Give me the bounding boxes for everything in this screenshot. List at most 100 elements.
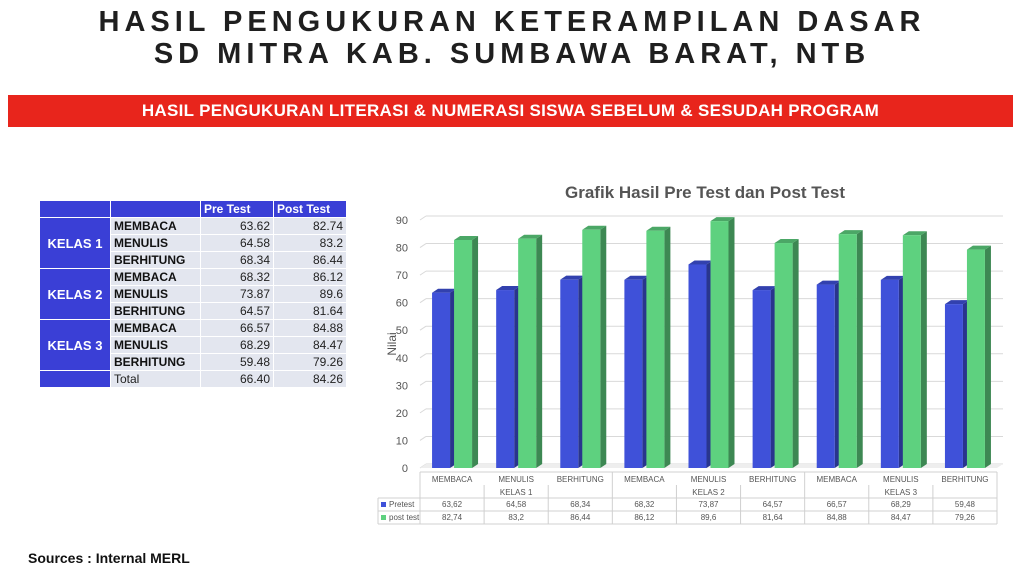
chart-title: Grafik Hasil Pre Test dan Post Test — [565, 183, 845, 202]
bar-top — [710, 217, 735, 222]
category-label: MENULIS — [498, 475, 534, 484]
post-value: 86.12 — [273, 268, 347, 286]
row-label: BERHITUNG — [110, 353, 201, 371]
y-tick-label: 0 — [402, 463, 408, 475]
bar-posttest — [646, 230, 665, 468]
pre-value: 66.57 — [200, 319, 274, 337]
group-label: KELAS 3 — [39, 319, 111, 371]
bar-top — [688, 260, 713, 265]
bar-top — [496, 286, 521, 291]
bar-side — [536, 234, 543, 468]
pre-value: 64.57 — [200, 302, 274, 320]
score-table: Pre Test Post Test KELAS 1 MEMBACA 63.62… — [39, 200, 347, 388]
pre-value: 68.29 — [200, 336, 274, 354]
category-label: MENULIS — [883, 475, 919, 484]
data-label: 68,34 — [570, 500, 591, 509]
bar-posttest — [582, 229, 601, 468]
y-tick-label: 50 — [396, 325, 408, 337]
total-blank-cell — [39, 370, 111, 388]
pre-value: 59.48 — [200, 353, 274, 371]
bar-top — [454, 236, 479, 241]
total-pre-value: 66.40 — [200, 370, 274, 388]
row-label: MEMBACA — [110, 268, 201, 286]
gridline-depth — [419, 353, 427, 359]
data-label: 66,57 — [827, 500, 848, 509]
row-label: MENULIS — [110, 336, 201, 354]
bar-posttest — [518, 238, 537, 468]
bar-top — [518, 234, 543, 239]
group-label: KELAS 1 — [39, 217, 111, 269]
data-label: 63,62 — [442, 500, 463, 509]
bar-posttest — [710, 221, 729, 468]
bar-pretest — [432, 292, 451, 468]
section-banner: HASIL PENGUKURAN LITERASI & NUMERASI SIS… — [8, 95, 1013, 127]
page-title-line-2: SD MITRA KAB. SUMBAWA BARAT, NTB — [153, 38, 871, 70]
row-label: MENULIS — [110, 285, 201, 303]
bar-pretest — [880, 279, 899, 468]
y-axis-label: Nilai — [385, 332, 399, 355]
data-label: 86,44 — [570, 513, 591, 522]
table-row: KELAS 3 MEMBACA 66.57 84.88 — [39, 319, 347, 371]
row-label: BERHITUNG — [110, 302, 201, 320]
y-tick-label: 80 — [396, 243, 408, 255]
gridline-depth — [419, 436, 427, 441]
bar-pretest — [816, 284, 835, 468]
data-label: 79,26 — [955, 513, 976, 522]
y-tick-label: 70 — [396, 270, 408, 282]
page-title-line-1: HASIL PENGUKURAN KETERAMPILAN DASAR — [98, 6, 926, 38]
bar-pretest — [944, 304, 963, 468]
post-value: 89.6 — [273, 285, 347, 303]
post-value: 82.74 — [273, 217, 347, 235]
bar-chart: Grafik Hasil Pre Test dan Post Test 0 10 20… — [377, 183, 1003, 525]
bar-pretest — [496, 290, 515, 468]
data-label: 86,12 — [634, 513, 655, 522]
table-row: BERHITUNG 64.57 81.64 — [40, 302, 347, 320]
y-tick-label: 20 — [396, 408, 408, 420]
gridline-depth — [419, 408, 427, 414]
bar-posttest — [838, 234, 857, 468]
bar-pretest — [624, 279, 643, 468]
data-label: 68,29 — [891, 500, 912, 509]
bar-top — [902, 231, 927, 236]
post-value: 84.47 — [273, 336, 347, 354]
bar-top — [752, 286, 777, 291]
gridline-depth — [419, 380, 427, 386]
bar-posttest — [966, 249, 985, 468]
bar-side — [920, 231, 927, 468]
group-label: KELAS 2 — [39, 268, 111, 320]
pre-value: 68.32 — [200, 268, 274, 286]
bar-top — [838, 230, 863, 235]
bar-top — [944, 300, 969, 305]
group-label: KELAS 3 — [885, 488, 918, 497]
legend-label: Pretest — [389, 500, 415, 509]
data-label: 73,87 — [698, 500, 719, 509]
bar-side — [728, 217, 735, 468]
legend-key — [381, 515, 386, 520]
data-label: 59,48 — [955, 500, 976, 509]
pre-value: 73.87 — [200, 285, 274, 303]
bar-top — [774, 239, 799, 244]
bar-side — [472, 236, 479, 468]
category-label: BERHITUNG — [749, 475, 796, 484]
table-header-row: Pre Test Post Test — [39, 200, 347, 218]
category-label: MEMBACA — [816, 475, 857, 484]
gridline-depth — [419, 298, 427, 304]
row-label: MENULIS — [110, 234, 201, 252]
bar-top — [624, 275, 649, 280]
table-row: MENULIS 68.29 84.47 — [40, 336, 347, 354]
bar-pretest — [688, 264, 707, 468]
category-label: MENULIS — [691, 475, 727, 484]
header-blank-cell — [110, 200, 201, 218]
table-row: BERHITUNG 59.48 79.26 — [40, 353, 347, 371]
post-value: 86.44 — [273, 251, 347, 269]
data-label: 83,2 — [508, 513, 524, 522]
source-note: Sources : Internal MERL — [28, 550, 190, 566]
bar-top — [582, 225, 607, 230]
group-label: KELAS 2 — [692, 488, 725, 497]
data-label: 84,47 — [891, 513, 912, 522]
bar-posttest — [454, 240, 473, 468]
bar-pretest — [560, 279, 579, 468]
total-post-value: 84.26 — [273, 370, 347, 388]
table-row: MENULIS 64.58 83.2 — [40, 234, 347, 252]
data-label: 81,64 — [763, 513, 784, 522]
